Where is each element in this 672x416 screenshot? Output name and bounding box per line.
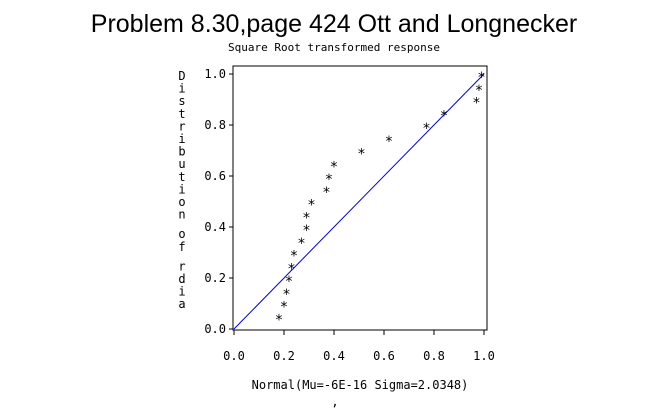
- data-point: *: [285, 274, 293, 290]
- data-point: *: [280, 300, 288, 316]
- data-point: *: [475, 83, 483, 99]
- data-point: *: [325, 172, 333, 188]
- x-tick-label: 1.0: [473, 349, 495, 363]
- y-tick-label: 0.4: [204, 220, 226, 234]
- data-point: *: [330, 159, 338, 175]
- y-axis-ticks: 0.0 0.2 0.4 0.6 0.8 1.0: [204, 67, 233, 336]
- y-tick-label: 0.8: [204, 118, 226, 132]
- data-point: *: [290, 249, 298, 265]
- data-point: *: [302, 210, 310, 226]
- x-tick-label: 0.6: [373, 349, 395, 363]
- data-point: *: [357, 147, 365, 163]
- reference-line: [233, 73, 485, 330]
- x-tick-label: 0.4: [323, 349, 345, 363]
- y-tick-label: 0.0: [204, 322, 226, 336]
- chart-subtitle: Square Root transformed response: [228, 41, 440, 54]
- data-point: *: [275, 312, 283, 328]
- data-point: *: [297, 236, 305, 252]
- data-point: *: [287, 261, 295, 277]
- data-point: *: [322, 185, 330, 201]
- data-points: ********************: [275, 70, 486, 328]
- data-point: *: [385, 134, 393, 150]
- y-tick-label: 0.6: [204, 169, 226, 183]
- x-tick-label: 0.8: [423, 349, 445, 363]
- x-tick-label: 0.2: [273, 349, 295, 363]
- y-tick-label: 1.0: [204, 67, 226, 81]
- data-point: *: [472, 96, 480, 112]
- data-point: *: [282, 287, 290, 303]
- x-axis-label: Normal(Mu=-6E-16 Sigma=2.0348): [252, 378, 469, 392]
- data-point: *: [307, 198, 315, 214]
- data-point: *: [477, 70, 485, 86]
- footnote: ,: [331, 395, 338, 409]
- plot-frame: [232, 65, 488, 331]
- x-tick-label: 0.0: [223, 349, 245, 363]
- data-point: *: [302, 223, 310, 239]
- y-tick-label: 0.2: [204, 271, 226, 285]
- x-axis-ticks: 0.0 0.2 0.4 0.6 0.8 1.0: [223, 330, 495, 363]
- data-point: *: [440, 108, 448, 124]
- chart-title: Problem 8.30,page 424 Ott and Longnecker: [91, 10, 577, 38]
- data-point: *: [422, 121, 430, 137]
